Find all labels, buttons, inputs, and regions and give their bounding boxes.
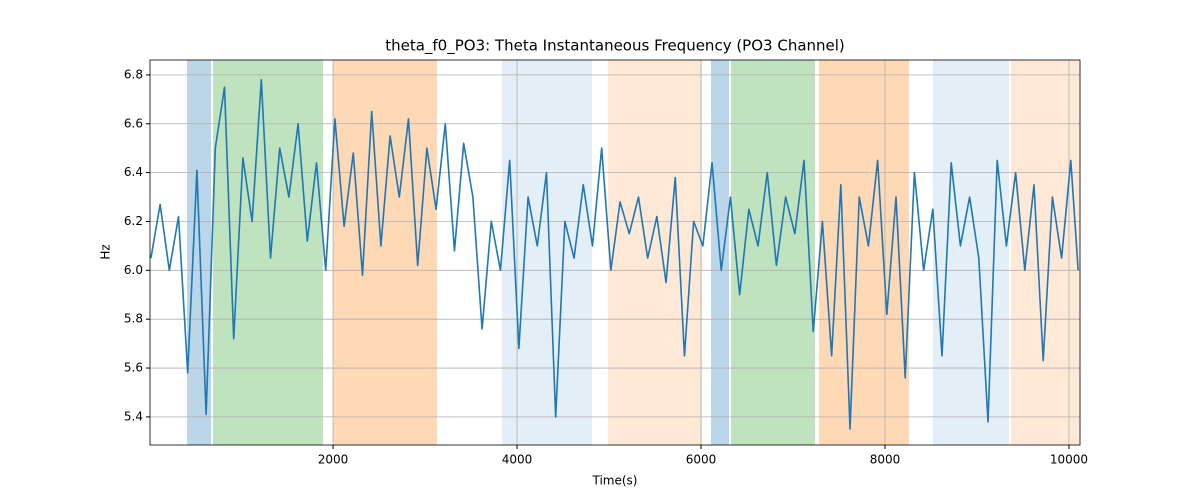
x-tick-label: 6000 [686,453,717,467]
data-line [150,78,1079,430]
y-tick-label: 6.4 [124,165,143,179]
y-tick-label: 6.0 [124,263,143,277]
shaded-span [608,60,703,445]
shaded-span [213,60,324,445]
shaded-span [730,60,815,445]
y-tick-label: 5.6 [124,361,143,375]
shaded-span [819,60,909,445]
shaded-span [1011,60,1080,445]
shaded-span [502,60,593,445]
axes-frame [149,59,1081,446]
x-axis-label: Time(s) [592,474,638,488]
y-tick-label: 5.8 [124,312,143,326]
y-tick-label: 6.6 [124,116,143,130]
y-axis-label: Hz [99,244,113,259]
x-tick-label: 10000 [1050,453,1088,467]
y-tick-label: 5.4 [124,409,143,423]
shaded-span [933,60,1009,445]
x-tick-label: 2000 [318,453,349,467]
x-tick-label: 4000 [502,453,533,467]
y-tick-label: 6.2 [124,214,143,228]
chart-title: theta_f0_PO3: Theta Instantaneous Freque… [385,37,845,56]
shaded-span [333,60,438,445]
y-tick-label: 6.8 [124,67,143,81]
x-tick-label: 8000 [870,453,901,467]
